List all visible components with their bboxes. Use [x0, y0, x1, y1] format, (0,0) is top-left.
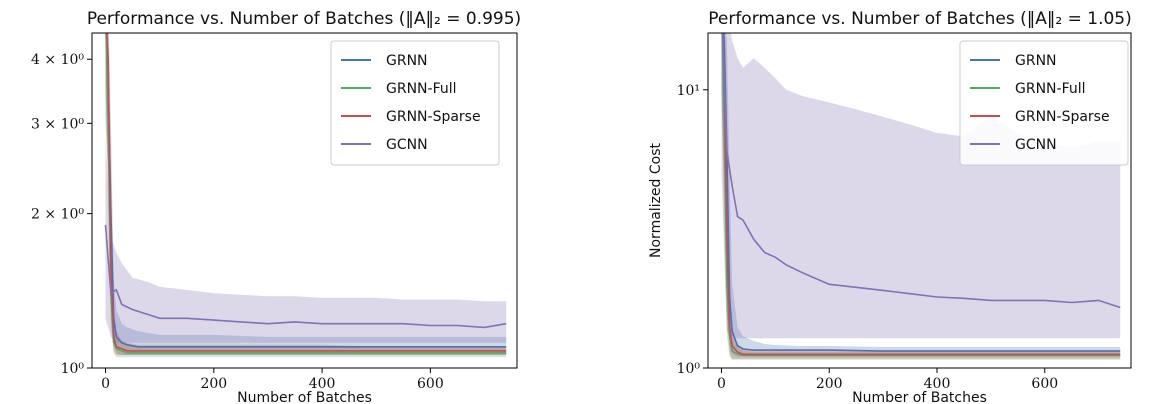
legend-label: GRNN-Sparse	[386, 109, 481, 125]
legend-box	[330, 40, 500, 166]
series-line-grnn-sparse	[721, 33, 1121, 356]
plot-area	[721, 33, 1121, 360]
y-tick-label: 10⁰	[677, 361, 701, 377]
y-tick-label: 10⁰	[61, 361, 85, 377]
x-tick-label: 600	[417, 376, 444, 392]
legend-label: GRNN	[386, 53, 428, 69]
y-tick-label: 3 × 10⁰	[31, 116, 84, 132]
x-tick-label: 200	[816, 376, 843, 392]
x-axis-label: Number of Batches	[852, 390, 987, 404]
legend-label: GCNN	[386, 137, 428, 153]
series-line-grnn	[722, 33, 1121, 352]
legend: GRNN GRNN-Full GRNN-Sparse GCNN	[330, 40, 500, 166]
y-tick-label: 2 × 10⁰	[31, 207, 84, 223]
chart-title: Performance vs. Number of Batches (‖A‖₂ …	[708, 9, 1132, 29]
x-tick-label: 0	[717, 376, 726, 392]
legend-label: GRNN-Sparse	[1015, 109, 1110, 125]
y-axis-label: Normalized Cost	[648, 143, 664, 258]
axes-frame	[91, 32, 518, 369]
x-tick-label: 0	[101, 376, 110, 392]
x-axis-label: Number of Batches	[237, 390, 372, 404]
x-tick-label: 600	[1031, 376, 1058, 392]
legend-label: GRNN	[1015, 53, 1057, 69]
chart-panel-left: 0 200 400 600 10⁰ 2 × 10⁰ 3 × 10⁰ 4 × 10⁰ Perfor…	[31, 9, 521, 404]
x-tick-label: 400	[924, 376, 951, 392]
series-line-grnn	[105, 33, 507, 348]
series-line-gcnn	[721, 33, 1121, 309]
legend: GRNN GRNN-Full GRNN-Sparse GCNN	[959, 40, 1129, 166]
legend-box	[959, 40, 1129, 166]
confidence-band-gcnn	[721, 33, 1121, 339]
y-tick-label: 10¹	[677, 83, 700, 99]
legend-label: GCNN	[1015, 137, 1057, 153]
y-tick-label: 4 × 10⁰	[31, 52, 84, 68]
confidence-band-gcnn	[105, 138, 507, 343]
chart-title: Performance vs. Number of Batches (‖A‖₂ …	[87, 9, 521, 29]
x-tick-label: 200	[200, 376, 227, 392]
axes-frame	[707, 32, 1132, 369]
x-tick-label: 400	[309, 376, 336, 392]
legend-label: GRNN-Full	[386, 81, 457, 97]
legend-label: GRNN-Full	[1015, 81, 1086, 97]
series-line-gcnn	[104, 224, 507, 329]
plot-area	[104, 33, 507, 358]
chart-panel-right: 0 200 400 600 10⁰ 10¹ Performance vs. Number o…	[648, 9, 1132, 404]
series-line-grnn-sparse	[105, 33, 507, 352]
